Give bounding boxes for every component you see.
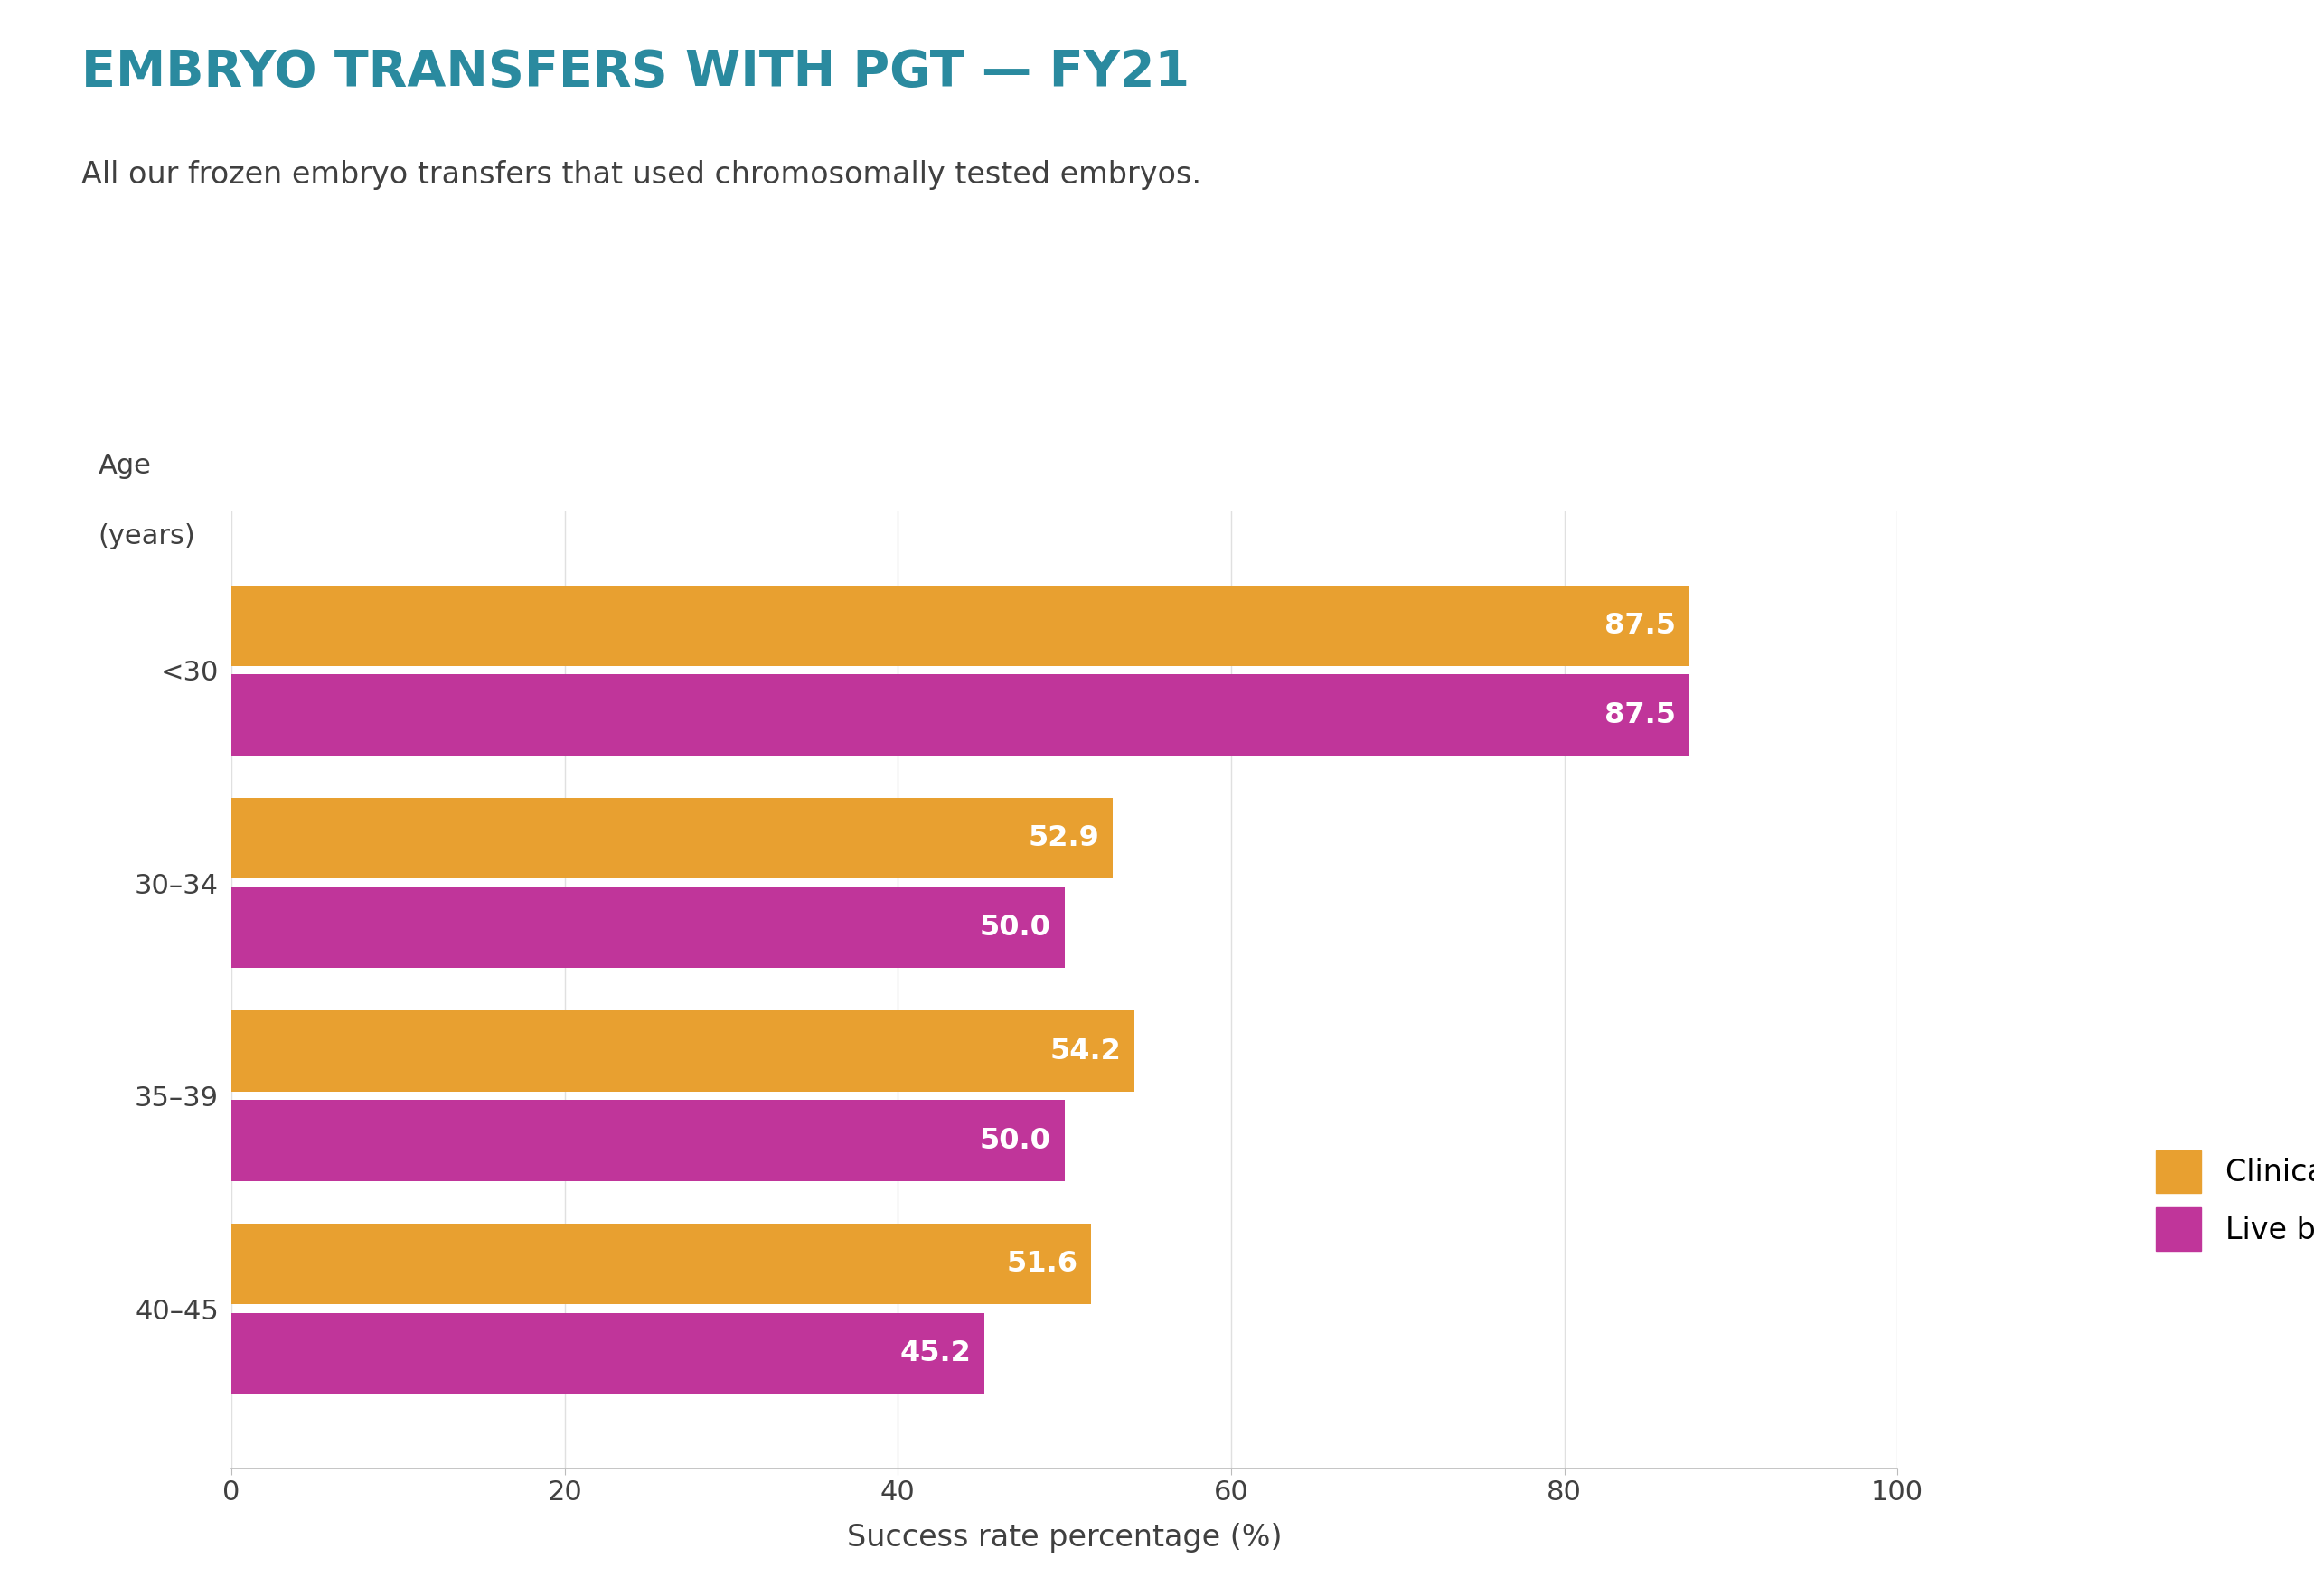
Bar xyxy=(231,1010,1134,1092)
Bar xyxy=(231,586,1689,666)
Text: Age: Age xyxy=(97,453,150,479)
Text: 45.2: 45.2 xyxy=(900,1339,972,1368)
Text: 52.9: 52.9 xyxy=(1027,825,1099,852)
Text: 51.6: 51.6 xyxy=(1007,1250,1078,1278)
Text: All our frozen embryo transfers that used chromosomally tested embryos.: All our frozen embryo transfers that use… xyxy=(81,160,1201,190)
Bar xyxy=(231,1224,1092,1304)
Text: EMBRYO TRANSFERS WITH PGT — FY21: EMBRYO TRANSFERS WITH PGT — FY21 xyxy=(81,48,1189,97)
Text: 54.2: 54.2 xyxy=(1051,1037,1120,1065)
Legend: Clinical pregnancy, Live birth: Clinical pregnancy, Live birth xyxy=(2145,1138,2314,1262)
X-axis label: Success rate percentage (%): Success rate percentage (%) xyxy=(847,1523,1282,1553)
Bar xyxy=(231,1314,983,1393)
Text: 87.5: 87.5 xyxy=(1604,701,1675,729)
Text: 87.5: 87.5 xyxy=(1604,611,1675,640)
Text: 50.0: 50.0 xyxy=(979,1127,1051,1154)
Bar xyxy=(231,887,1064,969)
Bar xyxy=(231,798,1113,879)
Bar xyxy=(231,1100,1064,1181)
Bar xyxy=(231,675,1689,755)
Text: (years): (years) xyxy=(97,523,194,549)
Text: 50.0: 50.0 xyxy=(979,915,1051,942)
